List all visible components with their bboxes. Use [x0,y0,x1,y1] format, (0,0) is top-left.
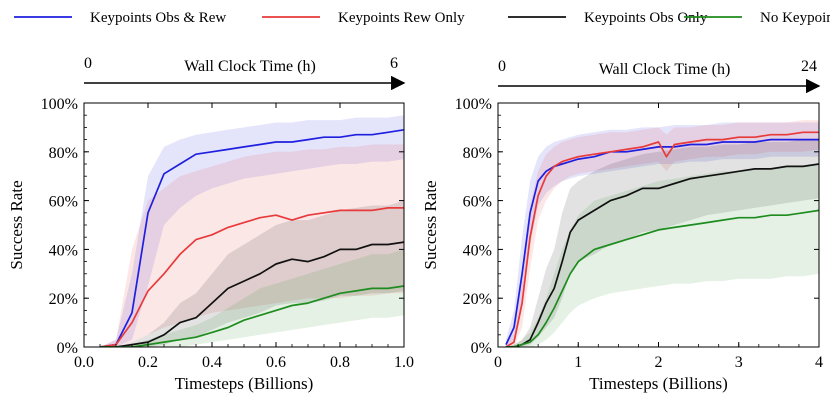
x-axis-label: Timesteps (Billions) [175,374,314,393]
band-keypoints-obs-rew [100,115,404,347]
left-panel: 0.0 0.2 0.4 0.6 0.8 1.0 0% 20% 40% 60% 80% 100% Time… [7,55,414,393]
y-tick-label: 100% [455,96,492,113]
plot-area [99,115,404,347]
x-tick-label: 0 [494,354,502,371]
y-axis-label: Success Rate [7,180,26,269]
wall-clock-label: Wall Clock Time (h) [184,58,316,75]
series-line-keypoints-obs-rew [99,128,404,347]
x-tick-label: 1.0 [394,354,414,371]
wall-clock-start: 0 [84,55,92,72]
wall-clock-end: 24 [801,58,817,75]
y-tick-label: 80% [463,145,492,162]
legend-label-keypoints-obs-rew: Keypoints Obs & Rew [90,10,226,26]
y-axis-label: Success Rate [421,180,440,269]
x-tick-label: 3 [735,354,743,371]
series-line-keypoints-obs-rew [505,138,819,345]
y-tick-label: 20% [463,291,492,308]
x-tick-label: 0.8 [330,354,350,371]
x-tick-label: 0.6 [266,354,286,371]
band-keypoints-rew-only [506,120,819,347]
band-keypoints-obs-rew [506,122,819,347]
band-keypoints-obs-only [506,139,819,347]
plot-area [505,120,819,347]
series-line-no-keypoints [100,285,404,347]
right-panel: 0 1 2 3 40%20%40%60%80%100%Timesteps (Billio… [421,58,823,393]
y-tick-label: 60% [49,194,78,211]
x-tick-label: 4 [815,354,823,371]
x-tick-label: 0.2 [138,354,158,371]
legend-label-keypoints-rew-only: Keypoints Rew Only [338,10,465,26]
x-tick-label: 1 [574,354,582,371]
x-axis-label: Timesteps (Billions) [589,374,728,393]
x-tick-label: 0.0 [74,354,94,371]
x-tick-label: 0.4 [202,354,222,371]
series-line-keypoints-rew-only [99,207,404,347]
wall-clock-start: 0 [498,58,506,75]
y-tick-label: 100% [41,96,78,113]
legend-label-keypoints-obs-only: Keypoints Obs Only [584,10,708,26]
band-keypoints-obs-only [100,200,404,347]
legend-label-no-keypoints: No Keypoints [760,10,830,26]
band-no-keypoints [506,164,819,347]
wall-clock-end: 6 [390,55,398,72]
y-tick-label: 60% [463,194,492,211]
series-line-keypoints-obs-only [506,163,819,347]
y-tick-label: 0% [57,340,78,357]
y-tick-label: 80% [49,145,78,162]
series-line-no-keypoints [506,209,819,347]
band-no-keypoints [100,249,404,347]
y-tick-label: 40% [463,242,492,259]
x-tick-label: 2 [655,354,663,371]
y-tick-label: 0% [471,340,492,357]
y-tick-label: 20% [49,291,78,308]
series-line-keypoints-obs-only [100,241,404,347]
legend: Keypoints Obs & Rew Keypoints Rew Only Key… [14,10,830,26]
wall-clock-label: Wall Clock Time (h) [599,61,731,78]
series-line-keypoints-rew-only [505,131,819,347]
y-tick-label: 40% [49,242,78,259]
